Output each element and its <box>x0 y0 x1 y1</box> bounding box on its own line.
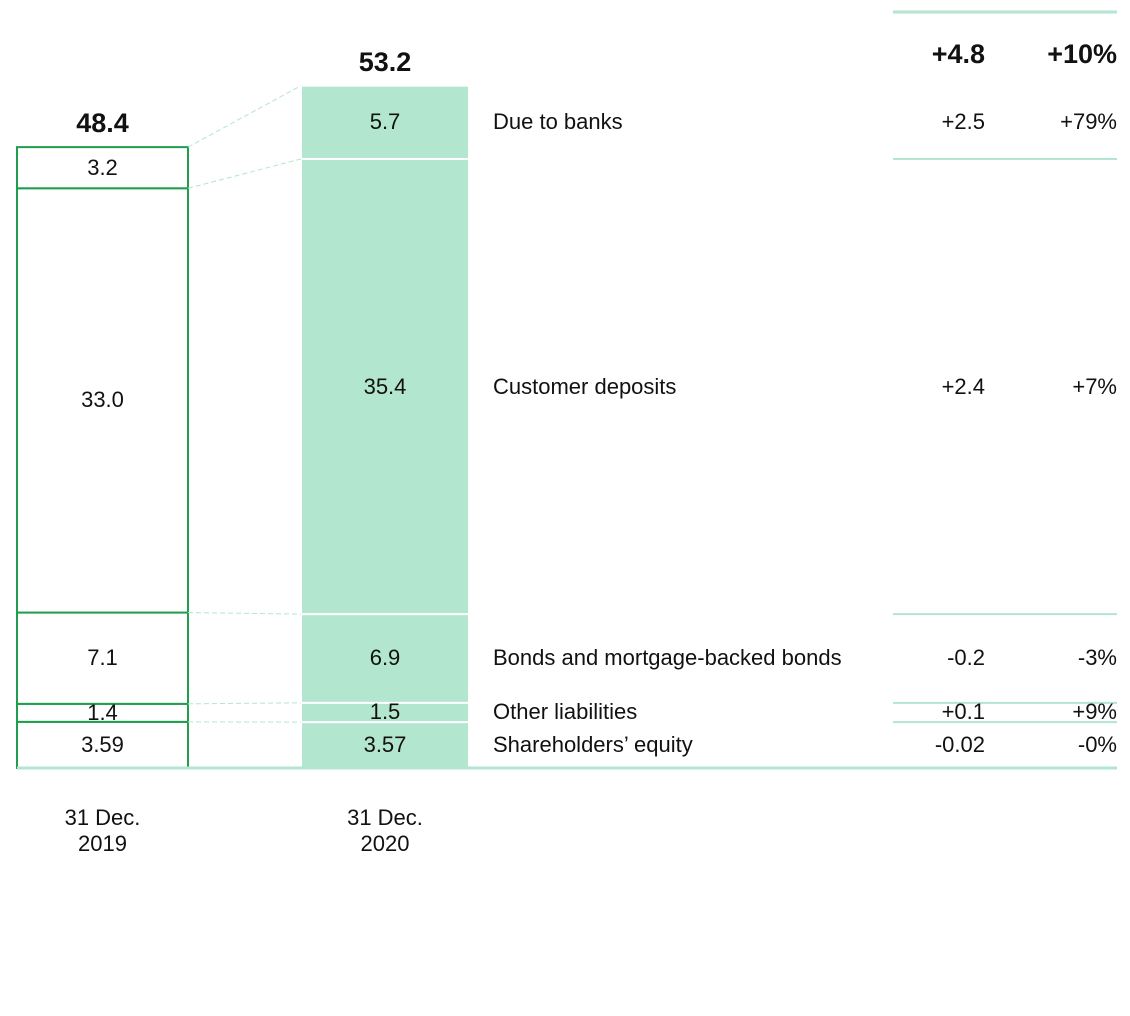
value-label: 1.4 <box>87 699 118 725</box>
value-label: 35.4 <box>363 373 407 399</box>
series-name: Shareholders’ equity <box>493 732 693 758</box>
series-name: Bonds and mortgage-backed bonds <box>493 645 842 671</box>
change-pct: -0% <box>1077 732 1117 758</box>
total-change: +4.8 <box>931 39 985 69</box>
value-label: 5.7 <box>369 109 401 135</box>
bar-segment <box>300 613 470 704</box>
value-label: 3.59 <box>81 731 124 757</box>
change: +2.5 <box>941 109 985 135</box>
category-label: 31 Dec. 2019 <box>64 805 141 856</box>
value-label: 3.2 <box>87 154 118 180</box>
change-pct: +9% <box>1072 699 1117 725</box>
value-label: 6.9 <box>369 645 401 671</box>
series-name: Customer deposits <box>493 373 677 399</box>
value-label: 7.1 <box>87 645 118 671</box>
change-pct: +7% <box>1072 373 1117 399</box>
connector <box>187 158 302 189</box>
bar-segment <box>16 187 189 614</box>
total-change-pct: +10% <box>1047 39 1117 69</box>
series-name: Other liabilities <box>493 699 638 725</box>
change: +2.4 <box>941 373 985 399</box>
value-label: 1.5 <box>369 699 401 725</box>
series-name: Due to banks <box>493 109 623 135</box>
total-label: 53.2 <box>358 46 412 77</box>
connector <box>187 702 302 705</box>
bar-segment <box>300 157 470 616</box>
value-label: 3.57 <box>363 732 407 758</box>
total-label: 48.4 <box>76 108 129 139</box>
change: -0.2 <box>947 645 985 671</box>
connector <box>187 85 302 148</box>
change-pct: -3% <box>1077 645 1117 671</box>
change: -0.02 <box>934 732 985 758</box>
change: +0.1 <box>941 699 985 725</box>
category-label: 31 Dec. 2020 <box>347 805 423 856</box>
connector <box>187 612 302 615</box>
bar-segment <box>300 84 470 160</box>
value-label: 33.0 <box>81 387 124 413</box>
bar-segment <box>16 146 189 190</box>
change-pct: +79% <box>1060 109 1117 135</box>
bar-segment <box>16 720 189 769</box>
